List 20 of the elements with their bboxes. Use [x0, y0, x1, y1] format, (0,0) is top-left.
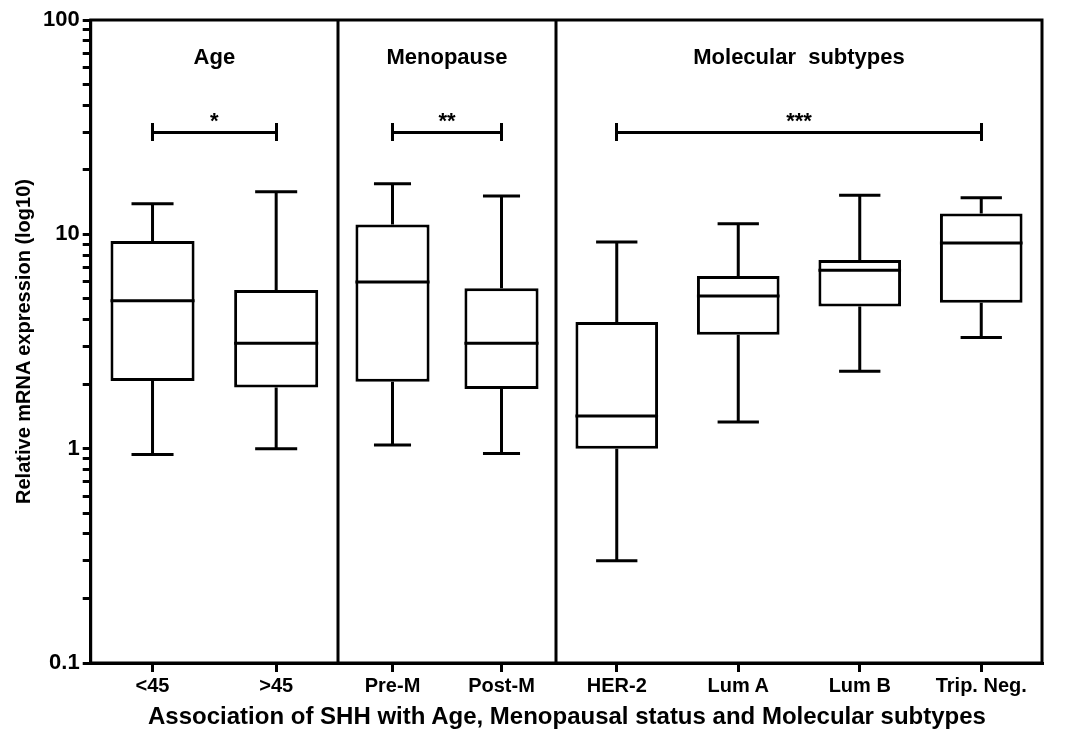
x-tick-label: Lum B	[828, 673, 891, 696]
annotation: ***	[786, 108, 813, 133]
x-tick-label: Lum A	[707, 673, 769, 696]
x-tick-label: Trip. Neg.	[935, 673, 1027, 696]
text: Molecular subtypes	[693, 44, 905, 70]
text: Age	[193, 44, 236, 70]
y-tick-label: 0.1	[49, 649, 80, 675]
x-tick-label: Post-M	[468, 673, 535, 696]
y-axis-title: Relative mRNA expression (log10)	[11, 179, 34, 504]
x-tick-label: Pre-M	[364, 673, 421, 696]
annotation: **	[438, 108, 456, 133]
text: Menopause	[386, 44, 508, 70]
x-tick-label: >45	[259, 673, 294, 696]
x-tick-label: <45	[135, 673, 170, 696]
y-tick-label: 1	[67, 434, 80, 460]
y-tick-label: 10	[55, 220, 80, 246]
x-tick-label: HER-2	[586, 673, 647, 696]
x-axis-title: Association of SHH with Age, Menopausal status and Molecular subtypes	[147, 702, 987, 730]
annotation: *	[210, 108, 220, 133]
y-tick-label: 100	[42, 6, 80, 32]
